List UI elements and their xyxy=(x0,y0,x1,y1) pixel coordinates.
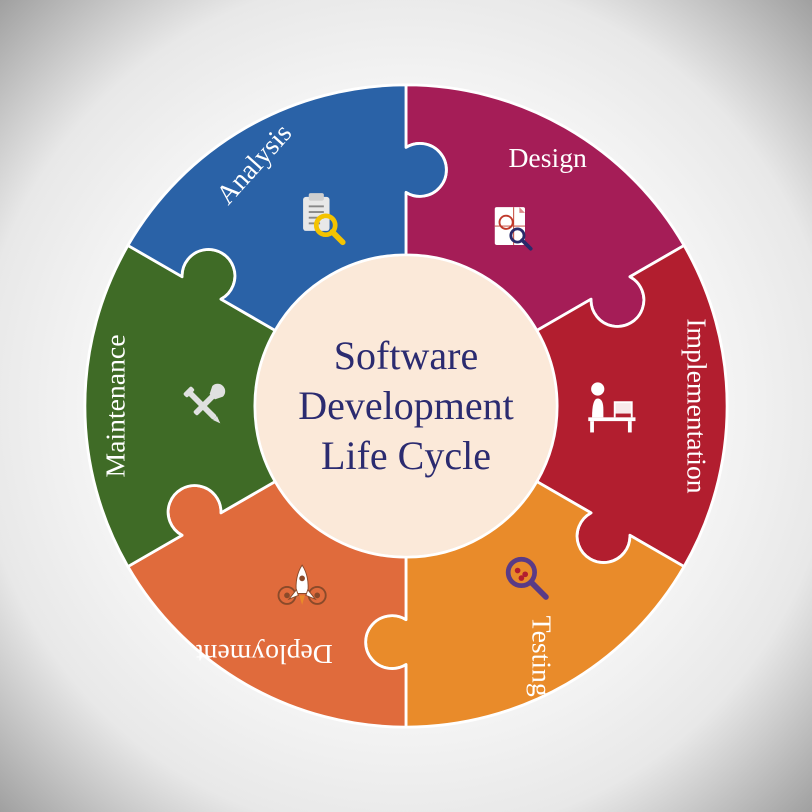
label-deployment: Deployment xyxy=(196,639,333,670)
center-title-line-2: Development xyxy=(298,381,514,431)
sdlc-diagram: Design Implementation Testing Deployment Mai… xyxy=(66,66,746,746)
label-testing: Testing xyxy=(527,616,558,697)
label-implementation: Implementation xyxy=(682,318,713,493)
center-title-line-3: Life Cycle xyxy=(298,431,514,481)
center-title: Software Development Life Cycle xyxy=(298,331,514,481)
label-maintenance: Maintenance xyxy=(99,335,130,478)
label-design: Design xyxy=(508,142,587,173)
center-title-line-1: Software xyxy=(298,331,514,381)
